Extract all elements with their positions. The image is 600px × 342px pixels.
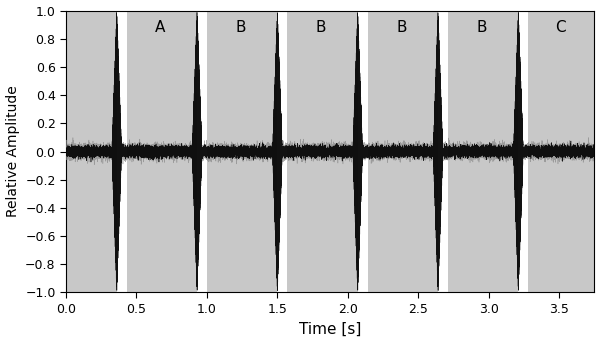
Y-axis label: Relative Amplitude: Relative Amplitude xyxy=(5,86,20,218)
Bar xyxy=(528,11,595,292)
Text: A: A xyxy=(155,20,166,35)
Bar xyxy=(127,11,197,292)
Bar xyxy=(66,11,117,292)
X-axis label: Time [s]: Time [s] xyxy=(299,321,361,337)
Text: B: B xyxy=(316,20,326,35)
Text: B: B xyxy=(476,20,487,35)
Bar xyxy=(287,11,358,292)
Text: B: B xyxy=(396,20,407,35)
Bar xyxy=(207,11,277,292)
Text: C: C xyxy=(556,20,566,35)
Bar xyxy=(368,11,438,292)
Text: B: B xyxy=(236,20,246,35)
Bar xyxy=(448,11,518,292)
